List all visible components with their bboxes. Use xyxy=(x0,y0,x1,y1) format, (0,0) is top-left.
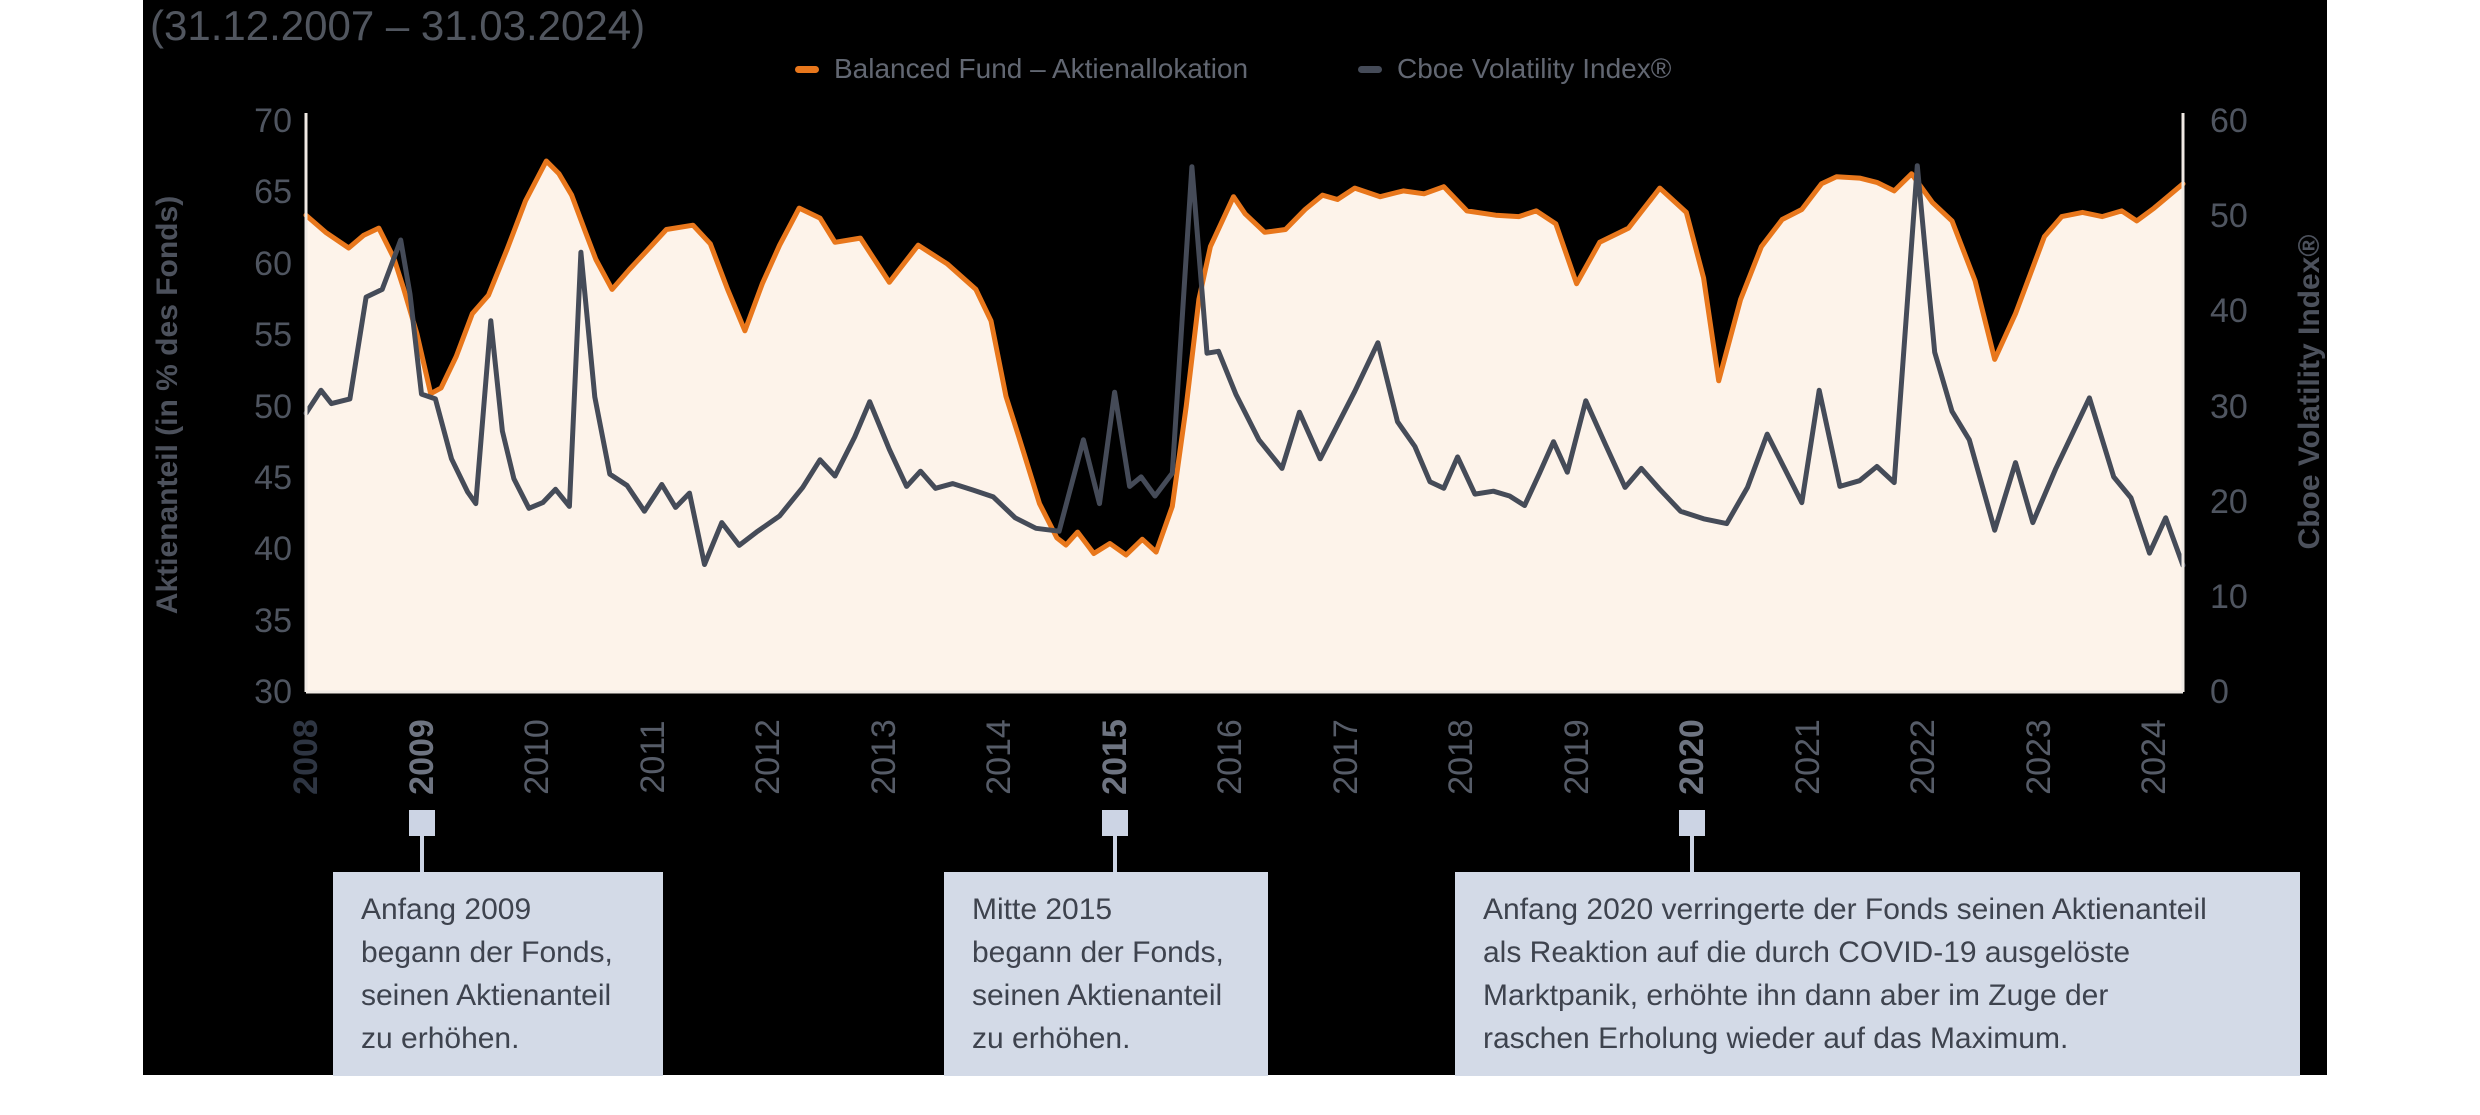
left-tick-65: 65 xyxy=(254,173,292,212)
annotation-text-line: Mitte 2015 xyxy=(972,893,1113,926)
fund-allocation-line xyxy=(303,158,2186,558)
right-tick-10: 10 xyxy=(2210,577,2248,616)
annotation-text-line: Anfang 2020 verringerte der Fonds seinen… xyxy=(1483,893,2207,926)
x-tick-2024: 2024 xyxy=(2135,719,2174,795)
x-tick-2020: 2020 xyxy=(1673,719,1712,795)
annotation-text-line: zu erhöhen. xyxy=(972,1022,1131,1055)
right-tick-20: 20 xyxy=(2210,482,2248,521)
left-tick-70: 70 xyxy=(254,102,292,140)
left-tick-55: 55 xyxy=(254,316,292,355)
annotation-text-line: begann der Fonds, xyxy=(972,936,1224,969)
annotation-text-line: zu erhöhen. xyxy=(361,1022,520,1055)
x-tick-2018: 2018 xyxy=(1442,719,1481,795)
x-tick-2012: 2012 xyxy=(749,719,788,795)
x-tick-2017: 2017 xyxy=(1326,719,1365,795)
annotation-connector-2015 xyxy=(1112,836,1117,872)
fund-legend-label: Balanced Fund – Aktienallokation xyxy=(834,53,1249,84)
left-tick-30: 30 xyxy=(254,673,292,711)
chart-title: (31.12.2007 – 31.03.2024) xyxy=(150,2,646,49)
left-tick-35: 35 xyxy=(254,601,292,640)
left-tick-45: 45 xyxy=(254,458,292,497)
fund-legend-dash-icon xyxy=(795,65,819,73)
right-tick-50: 50 xyxy=(2210,197,2248,236)
left-tick-60: 60 xyxy=(254,244,292,283)
annotation-text-line: seinen Aktienanteil xyxy=(972,979,1223,1012)
vix-legend-dash-icon xyxy=(1358,65,1382,73)
annotation-text-line: begann der Fonds, xyxy=(361,936,613,969)
annotation-text-line: als Reaktion auf die durch COVID-19 ausg… xyxy=(1483,936,2131,969)
x-tick-2014: 2014 xyxy=(980,719,1019,795)
fund-area-fill xyxy=(306,161,2183,692)
axis-spines xyxy=(304,113,2185,694)
annotation-text-line: Marktpanik, erhöhte ihn dann aber im Zug… xyxy=(1483,979,2109,1012)
annotation-marker-2009 xyxy=(408,810,435,836)
legend-item-vix: Cboe Volatility Index® xyxy=(1358,52,1671,86)
left-tick-50: 50 xyxy=(254,387,292,426)
x-tick-2011: 2011 xyxy=(633,720,672,794)
annotation-box-2020: Anfang 2020 verringerte der Fonds seinen… xyxy=(1455,872,2300,1076)
x-tick-2008: 2008 xyxy=(287,719,325,795)
right-tick-60: 60 xyxy=(2210,102,2248,140)
annotation-text-line: Anfang 2009 xyxy=(361,893,532,926)
annotation-box-2009: Anfang 2009 begann der Fonds, seinen Aktie… xyxy=(333,872,663,1076)
right-tick-40: 40 xyxy=(2210,292,2248,331)
right-tick-30: 30 xyxy=(2210,387,2248,426)
annotation-text-line: raschen Erholung wieder auf das Maximum. xyxy=(1483,1022,2069,1055)
left-tick-40: 40 xyxy=(254,530,292,569)
annotation-box-2015: Mitte 2015 begann der Fonds, seinen Aktien… xyxy=(944,872,1268,1076)
x-tick-2010: 2010 xyxy=(518,719,556,795)
annotation-connector-2020 xyxy=(1690,836,1695,872)
x-tick-2022: 2022 xyxy=(1904,719,1943,795)
x-tick-2015: 2015 xyxy=(1095,719,1134,795)
x-tick-2016: 2016 xyxy=(1211,719,1250,795)
annotation-text-line: seinen Aktienanteil xyxy=(361,979,612,1012)
x-tick-2013: 2013 xyxy=(864,719,903,795)
legend-item-fund: Balanced Fund – Aktienallokation xyxy=(795,52,1248,86)
x-tick-2021: 2021 xyxy=(1788,719,1827,795)
vix-line xyxy=(303,163,2186,568)
right-tick-0: 0 xyxy=(2210,673,2229,711)
x-tick-2009: 2009 xyxy=(402,719,441,795)
vix-legend-label: Cboe Volatility Index® xyxy=(1397,53,1672,84)
x-tick-2019: 2019 xyxy=(1557,719,1596,795)
annotation-marker-2015 xyxy=(1101,810,1128,836)
annotation-connector-2009 xyxy=(419,836,424,872)
annotation-marker-2020 xyxy=(1679,810,1706,836)
x-tick-2023: 2023 xyxy=(2019,719,2058,795)
